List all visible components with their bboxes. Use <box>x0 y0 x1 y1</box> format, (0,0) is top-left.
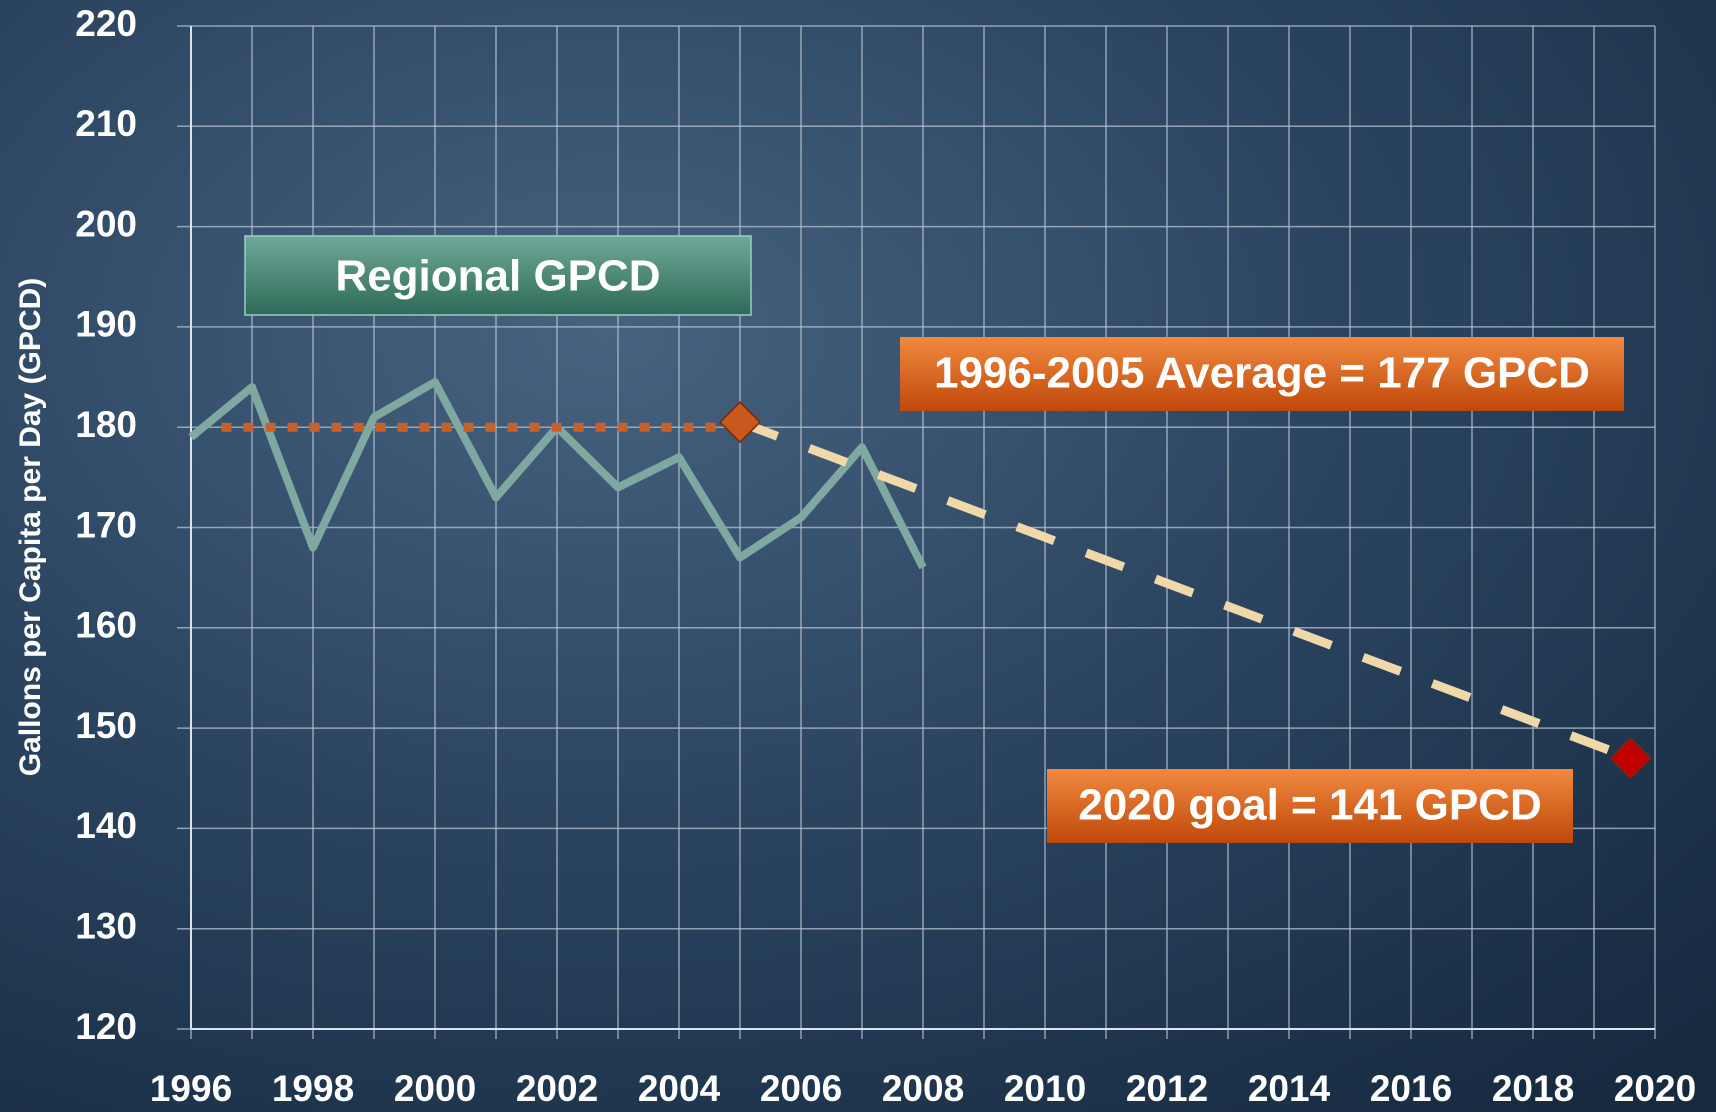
y-tick-label: 190 <box>75 304 137 345</box>
marker <box>1609 737 1652 780</box>
x-tick-label: 2006 <box>760 1068 842 1109</box>
y-tick-label: 220 <box>75 3 137 44</box>
annotation: 2020 goal = 141 GPCD <box>1078 781 1541 830</box>
y-tick-label: 200 <box>75 203 137 244</box>
x-tick-label: 2008 <box>882 1068 964 1109</box>
x-tick-label: 2000 <box>394 1068 476 1109</box>
annotation-box <box>1047 769 1573 843</box>
x-tick-label: 2020 <box>1614 1068 1696 1109</box>
y-tick-label: 160 <box>75 605 137 646</box>
x-tick-label: 2012 <box>1126 1068 1208 1109</box>
y-tick-label: 210 <box>75 103 137 144</box>
x-tick-label: 2010 <box>1004 1068 1086 1109</box>
x-tick-label: 2014 <box>1248 1068 1331 1109</box>
series-label: Regional GPCD <box>335 252 660 301</box>
x-tick-label: 2004 <box>638 1068 721 1109</box>
series-label-box <box>244 235 752 316</box>
grid: 120 130 140 150 160 170 180 190 200 210 220 1996 199… <box>75 3 1696 1109</box>
y-axis-label: Gallons per Capita per Day (GPCD) <box>14 278 47 776</box>
x-tick-label: 1996 <box>150 1068 232 1109</box>
x-tick-label: 2002 <box>516 1068 598 1109</box>
x-tick-label: 2018 <box>1492 1068 1574 1109</box>
y-tick-label: 170 <box>75 504 137 545</box>
y-tick-label: 180 <box>75 404 137 445</box>
y-tick-label: 140 <box>75 805 137 846</box>
series-line <box>738 417 1633 763</box>
annotation-box <box>900 337 1624 411</box>
marker <box>718 401 762 444</box>
y-tick-label: 130 <box>75 905 137 946</box>
y-tick-label: 150 <box>75 705 137 746</box>
annotation: 1996-2005 Average = 177 GPCD <box>934 349 1590 398</box>
y-tick-label: 120 <box>75 1006 137 1047</box>
x-tick-label: 2016 <box>1370 1068 1452 1109</box>
x-tick-label: 1998 <box>272 1068 354 1109</box>
marks <box>188 378 1652 780</box>
